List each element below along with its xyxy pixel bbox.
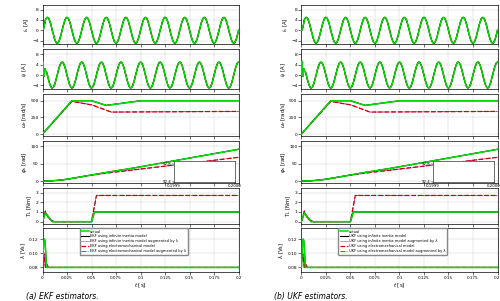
Y-axis label: $\lambda$ [Vs]: $\lambda$ [Vs]	[19, 242, 28, 259]
Y-axis label: $\varphi_s$ [rad]: $\varphi_s$ [rad]	[279, 151, 288, 173]
Legend: actual, EKF using infinite inertia model, EKF using infinite inertia model augme: actual, EKF using infinite inertia model…	[80, 228, 188, 255]
Y-axis label: $\omega_r$ [rad/s]: $\omega_r$ [rad/s]	[279, 102, 287, 128]
Y-axis label: $i_\beta$ [A]: $i_\beta$ [A]	[20, 62, 31, 77]
Y-axis label: $\omega_r$ [rad/s]: $\omega_r$ [rad/s]	[20, 102, 29, 128]
Y-axis label: $T_L$ [Nm]: $T_L$ [Nm]	[26, 195, 35, 216]
Text: (b) UKF estimators.: (b) UKF estimators.	[274, 293, 348, 301]
X-axis label: $t$ [s]: $t$ [s]	[393, 282, 406, 290]
Text: (a) EKF estimators.: (a) EKF estimators.	[26, 293, 99, 301]
X-axis label: $t$ [s]: $t$ [s]	[134, 282, 147, 290]
Y-axis label: $i_\beta$ [A]: $i_\beta$ [A]	[280, 62, 289, 77]
Y-axis label: $i_s$ [A]: $i_s$ [A]	[281, 17, 289, 32]
Legend: actual, UKF using infinite inertia model, UKF using infinite inertia model augme: actual, UKF using infinite inertia model…	[338, 228, 447, 255]
Y-axis label: $\varphi_s$ [rad]: $\varphi_s$ [rad]	[20, 151, 29, 173]
Y-axis label: $i_s$ [A]: $i_s$ [A]	[22, 17, 31, 32]
Y-axis label: $\lambda$ [Vs]: $\lambda$ [Vs]	[278, 242, 286, 259]
Y-axis label: $T_L$ [Nm]: $T_L$ [Nm]	[284, 195, 294, 216]
